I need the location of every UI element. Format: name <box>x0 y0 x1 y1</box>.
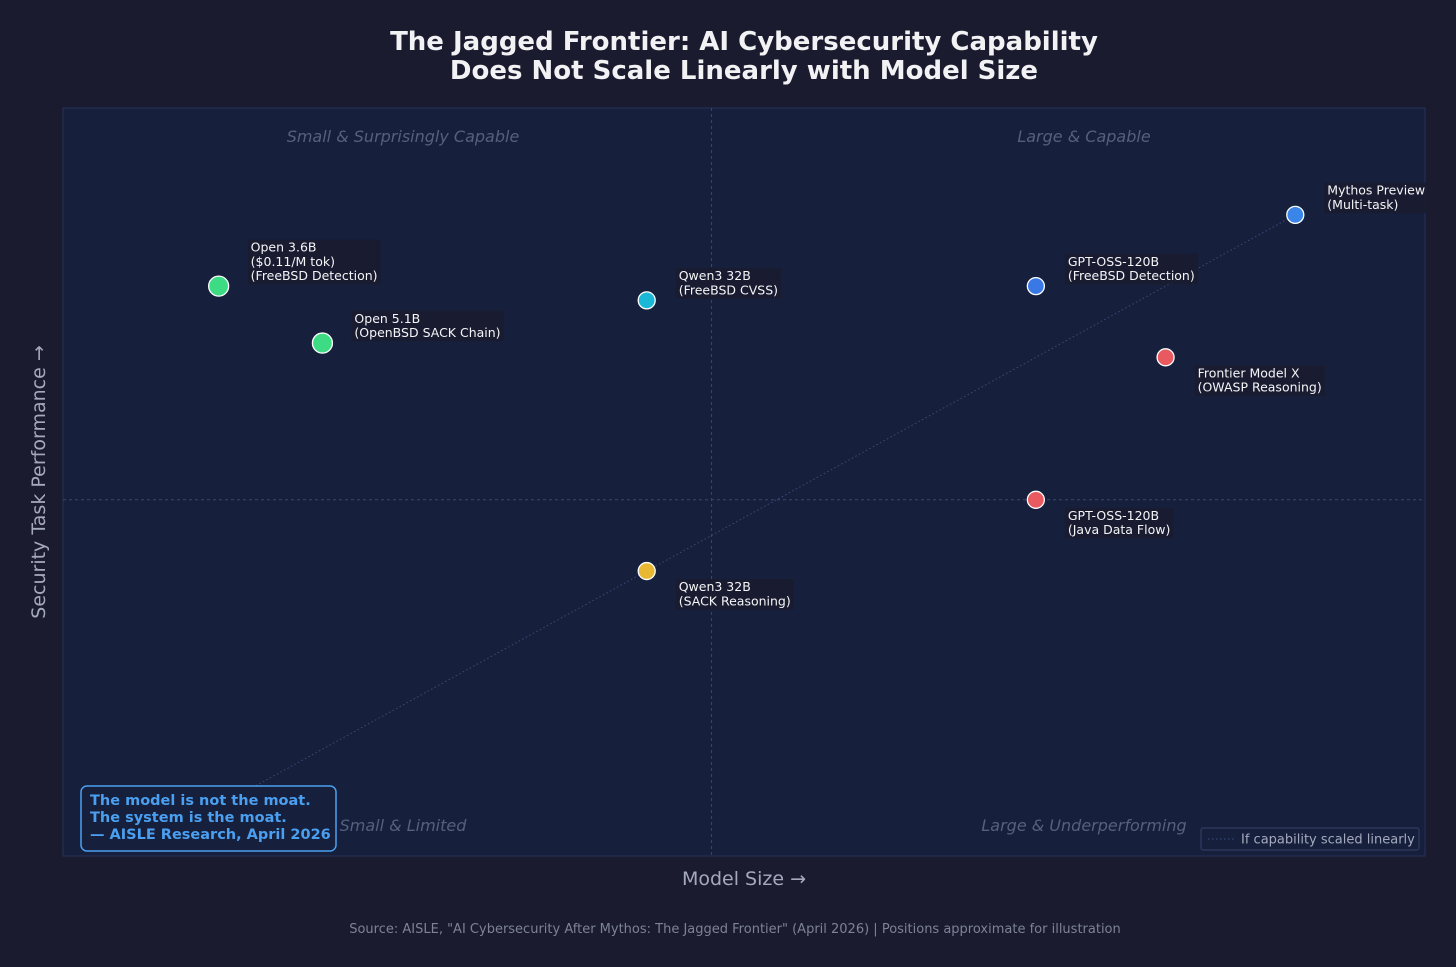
quadrant-label-bottom-right: Large & Underperforming <box>981 816 1186 835</box>
point-label-line: (FreeBSD Detection) <box>1068 268 1195 283</box>
point-label: Mythos Preview(Multi-task) <box>1324 182 1429 214</box>
point-label-line: (FreeBSD Detection) <box>251 268 378 283</box>
data-point <box>637 561 656 581</box>
point-label: Qwen3 32B(FreeBSD CVSS) <box>675 268 782 299</box>
plot-area <box>62 107 1426 857</box>
x-axis-label: Model Size → <box>682 868 806 890</box>
point-label: Open 5.1B(OpenBSD SACK Chain) <box>351 310 504 342</box>
point-label: Frontier Model X(OWASP Reasoning) <box>1194 365 1325 396</box>
callout-border <box>80 785 337 852</box>
point-labels: Open 3.6B($0.11/M tok)(FreeBSD Detection… <box>247 182 1429 610</box>
point-label-line: Open 5.1B <box>354 311 420 326</box>
point-label-line: Mythos Preview <box>1327 183 1425 198</box>
point-label-line: (OWASP Reasoning) <box>1198 380 1322 395</box>
point-label: GPT-OSS-120B(Java Data Flow) <box>1064 507 1174 539</box>
callout-line: The system is the moat. <box>90 810 287 826</box>
point-label: Open 3.6B($0.11/M tok)(FreeBSD Detection… <box>247 239 381 285</box>
data-point <box>637 291 656 310</box>
point-label-line: (Multi-task) <box>1327 197 1398 212</box>
data-point <box>1026 490 1046 509</box>
title-line: The Jagged Frontier: AI Cybersecurity Ca… <box>390 27 1098 57</box>
quadrant-dividers <box>63 108 1425 856</box>
point-label-line: (SACK Reasoning) <box>679 593 791 608</box>
point-label: Qwen3 32B(SACK Reasoning) <box>675 579 794 610</box>
callout-box: The model is not the moat.The system is … <box>80 785 337 852</box>
point-label-line: GPT-OSS-120B <box>1068 254 1159 269</box>
callout-line: The model is not the moat. <box>90 793 311 809</box>
legend-box <box>1200 827 1420 851</box>
data-point <box>208 275 230 297</box>
point-label: GPT-OSS-120B(FreeBSD Detection) <box>1064 253 1198 285</box>
point-label-line: ($0.11/M tok) <box>251 254 335 269</box>
data-points <box>208 205 1305 581</box>
y-axis-label: Security Task Performance → <box>28 345 50 618</box>
data-point <box>311 332 334 354</box>
point-label-bg <box>1324 182 1429 214</box>
point-label-bg <box>675 579 794 610</box>
point-label-bg <box>351 310 504 342</box>
linear-reference-line <box>192 214 1296 821</box>
data-point <box>1026 276 1046 296</box>
point-label-bg <box>675 268 782 299</box>
source-note: Source: AISLE, "AI Cybersecurity After M… <box>349 922 1121 937</box>
legend-label: If capability scaled linearly <box>1241 833 1415 848</box>
point-label-line: (FreeBSD CVSS) <box>679 282 778 297</box>
point-label-bg <box>1064 253 1198 285</box>
quadrant-label-bottom-left: Small & Limited <box>340 816 468 835</box>
point-label-line: Open 3.6B <box>251 239 317 254</box>
quadrant-label-top-right: Large & Capable <box>1017 127 1150 146</box>
point-label-bg <box>247 239 381 285</box>
quadrant-label-top-left: Small & Surprisingly Capable <box>287 127 520 146</box>
chart-title: The Jagged Frontier: AI Cybersecurity Ca… <box>390 27 1098 86</box>
point-label-line: GPT-OSS-120B <box>1068 508 1159 523</box>
point-label-line: Qwen3 32B <box>679 579 751 594</box>
data-point <box>1286 205 1305 225</box>
quadrant-labels: Small & Surprisingly Capable Large & Capa… <box>287 127 1187 835</box>
point-label-bg <box>1064 507 1174 539</box>
point-label-line: (OpenBSD SACK Chain) <box>354 325 500 340</box>
data-point <box>1156 348 1175 367</box>
point-label-bg <box>1194 365 1325 396</box>
callout-line: — AISLE Research, April 2026 <box>90 827 331 843</box>
point-label-line: Qwen3 32B <box>679 268 751 283</box>
legend: If capability scaled linearly <box>1200 827 1420 851</box>
point-label-line: Frontier Model X <box>1198 365 1300 380</box>
title-line: Does Not Scale Linearly with Model Size <box>450 56 1038 86</box>
point-label-line: (Java Data Flow) <box>1068 522 1170 537</box>
